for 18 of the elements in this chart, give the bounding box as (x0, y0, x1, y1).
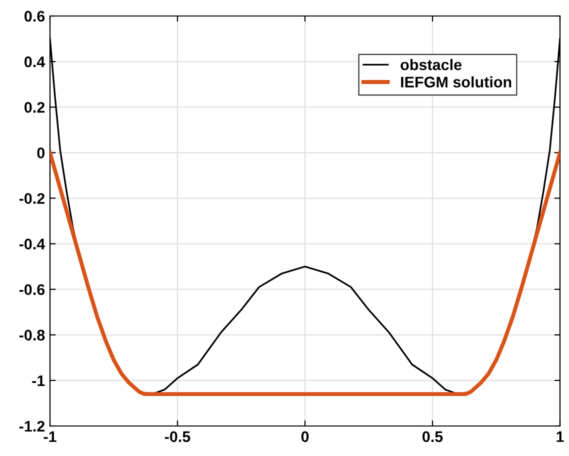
x-tick-label: -1 (44, 431, 56, 442)
x-tick-label: -0.5 (164, 431, 190, 442)
y-tick-label: -0.6 (19, 284, 45, 296)
legend-label: obstacle (400, 58, 462, 70)
x-tick-label: 0 (301, 431, 309, 442)
y-tick-label: -0.2 (19, 193, 45, 204)
y-tick-label: 0.4 (24, 56, 46, 68)
y-tick-label: 0 (37, 148, 45, 158)
y-tick-label: -1.2 (19, 420, 45, 432)
legend-label: IEFGM solution (401, 76, 512, 88)
y-tick-label: -0.4 (19, 238, 46, 250)
x-tick-label: 0.5 (422, 431, 443, 442)
y-tick-label: -1 (32, 375, 45, 386)
y-tick-label: 0.6 (24, 10, 45, 22)
y-tick-label: 0.2 (24, 102, 45, 113)
x-tick-label: 1 (556, 431, 564, 442)
y-tick-label: -0.8 (19, 330, 45, 341)
line-series (50, 150, 560, 396)
